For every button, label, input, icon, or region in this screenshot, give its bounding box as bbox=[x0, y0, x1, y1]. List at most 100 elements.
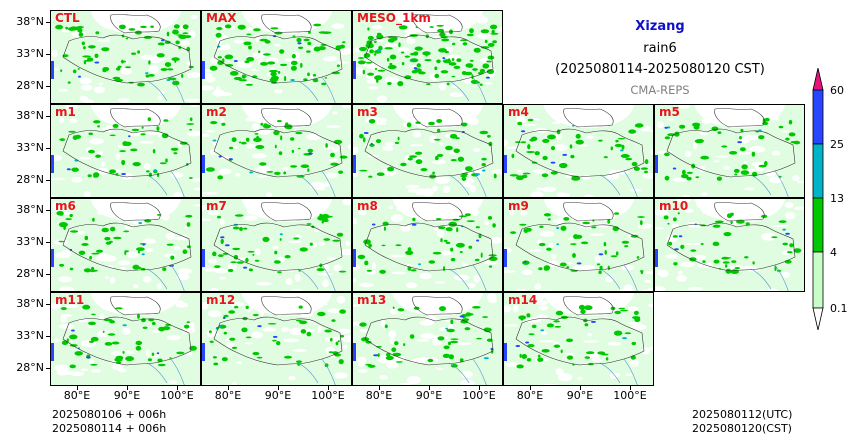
region-boundary bbox=[666, 128, 796, 178]
precip-field bbox=[353, 11, 502, 103]
precip-field bbox=[51, 293, 200, 385]
precip-field bbox=[353, 293, 502, 385]
map-panel-m2: m2 bbox=[201, 104, 352, 198]
river-line bbox=[297, 76, 336, 103]
footer-init-utc: 2025080106 + 006h bbox=[52, 408, 167, 421]
latitude-tick bbox=[46, 54, 50, 55]
map-panel-m12: m12 bbox=[201, 292, 352, 386]
longitude-tick bbox=[630, 386, 631, 390]
panel-label: m7 bbox=[206, 199, 227, 213]
river-line bbox=[599, 170, 638, 197]
colorbar-seg-01-4 bbox=[812, 251, 824, 309]
latitude-tick-label: 38°N bbox=[16, 203, 44, 216]
region-boundary bbox=[213, 222, 343, 272]
province-boundary bbox=[714, 202, 765, 222]
longitude-tick-label: 100°E bbox=[311, 389, 345, 402]
longitude-tick-label: 80°E bbox=[365, 389, 393, 402]
longitude-tick bbox=[278, 386, 279, 390]
colorbar-label-0-1: 0.1 bbox=[830, 302, 848, 315]
province-boundary bbox=[412, 202, 463, 222]
colorbar-seg-4-13 bbox=[812, 197, 824, 253]
longitude-tick-label: 90°E bbox=[113, 389, 141, 402]
precip-field bbox=[51, 11, 200, 103]
latitude-tick bbox=[46, 116, 50, 117]
latitude-tick bbox=[46, 304, 50, 305]
latitude-tick bbox=[46, 274, 50, 275]
region-boundary bbox=[364, 316, 494, 366]
footer-init-cst: 2025080114 + 006h bbox=[52, 422, 167, 435]
region-boundary bbox=[213, 128, 343, 178]
province-boundary bbox=[714, 108, 765, 128]
latitude-tick-label: 28°N bbox=[16, 361, 44, 374]
longitude-tick bbox=[580, 386, 581, 390]
map-panel-m14: m14 bbox=[503, 292, 654, 386]
province-boundary bbox=[412, 108, 463, 128]
latitude-tick bbox=[46, 210, 50, 211]
river-line bbox=[448, 264, 487, 291]
longitude-tick-label: 100°E bbox=[613, 389, 647, 402]
longitude-tick-label: 80°E bbox=[63, 389, 91, 402]
longitude-tick bbox=[177, 386, 178, 390]
panel-label: m6 bbox=[55, 199, 76, 213]
colorbar-label-4: 4 bbox=[830, 246, 837, 259]
region-boundary bbox=[364, 222, 494, 272]
precip-field bbox=[353, 199, 502, 291]
longitude-tick-label: 100°E bbox=[160, 389, 194, 402]
region-boundary bbox=[62, 128, 192, 178]
panel-label: m14 bbox=[508, 293, 538, 307]
province-boundary bbox=[563, 108, 614, 128]
longitude-tick bbox=[228, 386, 229, 390]
colorbar-seg-13-25 bbox=[812, 143, 824, 199]
province-boundary bbox=[110, 14, 161, 34]
river-line bbox=[599, 264, 638, 291]
river-line bbox=[448, 170, 487, 197]
latitude-tick-label: 33°N bbox=[16, 329, 44, 342]
map-panel-m4: m4 bbox=[503, 104, 654, 198]
map-panel-m13: m13 bbox=[352, 292, 503, 386]
river-line bbox=[297, 264, 336, 291]
latitude-tick-label: 38°N bbox=[16, 297, 44, 310]
footer-valid-utc: 2025080112(UTC) bbox=[692, 408, 793, 421]
footer-valid-cst: 2025080120(CST) bbox=[692, 422, 792, 435]
colorbar-min-triangle bbox=[812, 307, 824, 330]
province-boundary bbox=[110, 108, 161, 128]
panel-label: m12 bbox=[206, 293, 236, 307]
system-title: CMA-REPS bbox=[630, 83, 690, 97]
latitude-tick bbox=[46, 242, 50, 243]
map-panel-m11: m11 bbox=[50, 292, 201, 386]
panel-label: m3 bbox=[357, 105, 378, 119]
panel-label: m1 bbox=[55, 105, 76, 119]
longitude-tick bbox=[328, 386, 329, 390]
river-line bbox=[146, 76, 185, 103]
period-title: (2025080114-2025080120 CST) bbox=[555, 62, 765, 77]
colorbar bbox=[812, 68, 824, 330]
latitude-tick-label: 28°N bbox=[16, 173, 44, 186]
longitude-tick-label: 100°E bbox=[462, 389, 496, 402]
province-boundary bbox=[110, 202, 161, 222]
precip-field bbox=[504, 293, 653, 385]
precip-field bbox=[202, 199, 351, 291]
map-panel-m5: m5 bbox=[654, 104, 805, 198]
latitude-tick bbox=[46, 368, 50, 369]
map-panel-max: MAX bbox=[201, 10, 352, 104]
map-panel-m7: m7 bbox=[201, 198, 352, 292]
province-boundary bbox=[261, 202, 312, 222]
region-boundary bbox=[62, 222, 192, 272]
panel-label: m2 bbox=[206, 105, 227, 119]
panel-label: m5 bbox=[659, 105, 680, 119]
region-boundary bbox=[364, 34, 494, 84]
latitude-tick-label: 28°N bbox=[16, 267, 44, 280]
map-panel-m1: m1 bbox=[50, 104, 201, 198]
river-line bbox=[750, 170, 789, 197]
colorbar-label-60: 60 bbox=[830, 84, 844, 97]
longitude-tick bbox=[429, 386, 430, 390]
region-boundary bbox=[666, 222, 796, 272]
colorbar-label-13: 13 bbox=[830, 192, 844, 205]
precip-field bbox=[202, 105, 351, 197]
river-line bbox=[297, 358, 336, 385]
river-line bbox=[750, 264, 789, 291]
river-line bbox=[448, 358, 487, 385]
precip-field bbox=[655, 105, 804, 197]
latitude-tick bbox=[46, 22, 50, 23]
panel-label: m4 bbox=[508, 105, 529, 119]
